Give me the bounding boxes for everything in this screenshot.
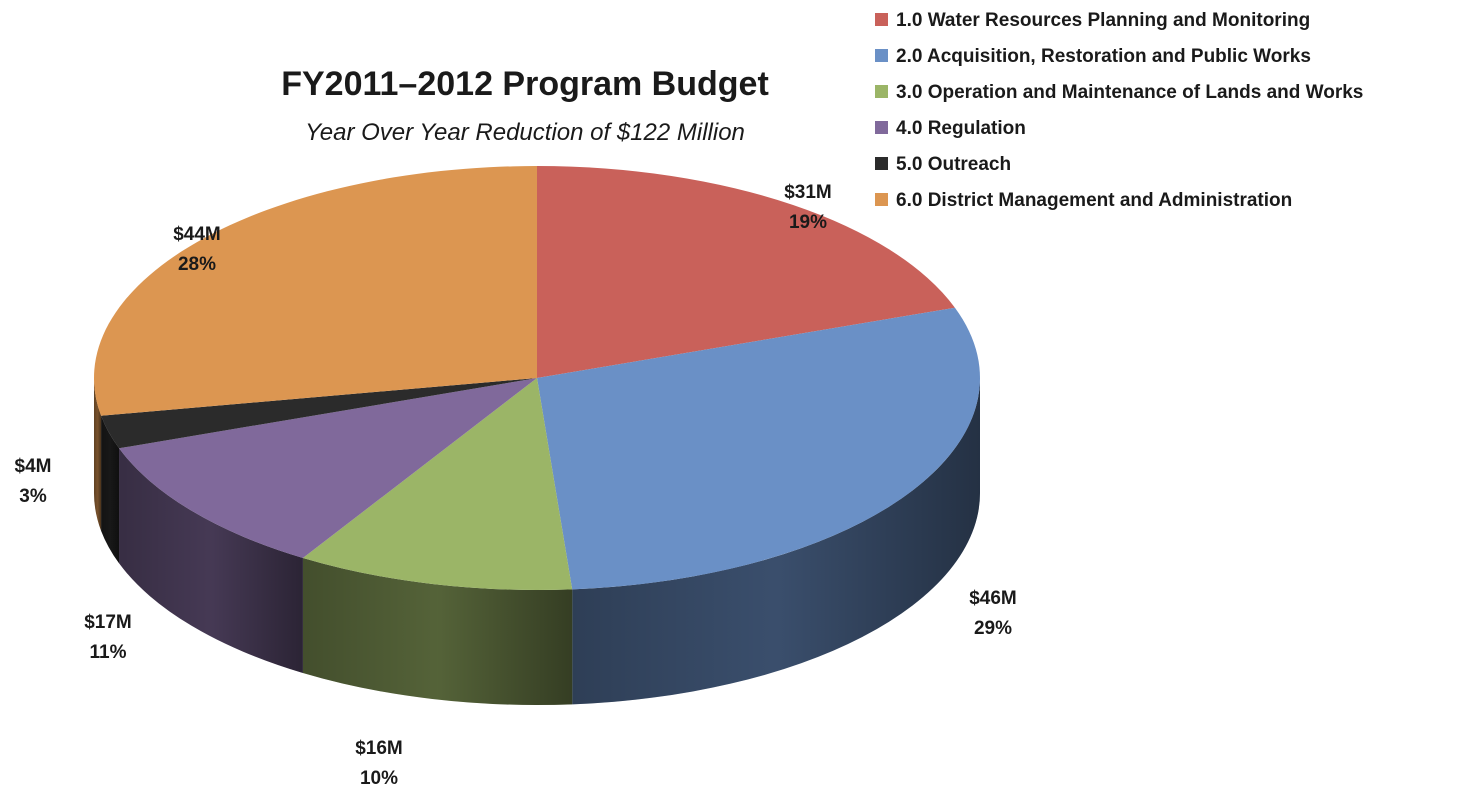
pie-slice-4 xyxy=(119,378,538,558)
chart-title: FY2011–2012 Program Budget xyxy=(281,65,769,103)
data-label-percent-5: 3% xyxy=(19,486,47,507)
chart-subtitle: Year Over Year Reduction of $122 Million xyxy=(305,119,745,146)
data-label-value-6: $44M xyxy=(173,224,221,245)
legend-swatch-5 xyxy=(875,157,888,170)
data-label-percent-1: 19% xyxy=(789,212,827,233)
data-label-percent-4: 11% xyxy=(90,642,127,663)
data-label-value-2: $46M xyxy=(969,588,1017,609)
legend-label-5: 5.0 Outreach xyxy=(896,154,1011,175)
data-label-percent-6: 28% xyxy=(178,254,216,275)
pie-slice-6 xyxy=(93,166,538,416)
legend-label-1: 1.0 Water Resources Planning and Monitor… xyxy=(896,10,1310,31)
data-labels: $31M 19% $46M 29% $16M 10% $17M 11% $4M 3% $44M 28% xyxy=(15,182,1017,789)
data-label-value-4: $17M xyxy=(84,612,132,633)
legend-swatch-1 xyxy=(875,13,888,26)
pie-slice-5 xyxy=(101,378,537,449)
pie-sides xyxy=(94,378,980,705)
pie-side-shade-4 xyxy=(119,448,303,673)
pie-side-shade-2 xyxy=(572,378,980,705)
legend-label-6: 6.0 District Management and Administrati… xyxy=(896,190,1292,211)
data-label-value-3: $16M xyxy=(355,738,403,759)
pie-slice-2 xyxy=(537,307,980,590)
pie-side-shade-5 xyxy=(101,415,120,564)
legend-swatch-3 xyxy=(875,85,888,98)
data-label-percent-2: 29% xyxy=(974,618,1012,639)
pie-side-shade-3 xyxy=(302,557,573,705)
legend: 1.0 Water Resources Planning and Monitor… xyxy=(875,10,1363,211)
legend-swatch-6 xyxy=(875,193,888,206)
legend-label-4: 4.0 Regulation xyxy=(896,118,1026,139)
pie-side-shade-6 xyxy=(94,378,102,531)
legend-swatch-2 xyxy=(875,49,888,62)
pie-top xyxy=(93,166,980,590)
legend-swatch-4 xyxy=(875,121,888,134)
legend-label-2: 2.0 Acquisition, Restoration and Public … xyxy=(896,46,1311,67)
pie-slice-3 xyxy=(302,378,573,590)
data-label-value-1: $31M xyxy=(784,182,832,203)
pie-slice-1 xyxy=(537,166,955,378)
data-label-value-5: $4M xyxy=(15,456,52,477)
data-label-percent-3: 10% xyxy=(360,768,398,789)
legend-label-3: 3.0 Operation and Maintenance of Lands a… xyxy=(896,82,1363,103)
